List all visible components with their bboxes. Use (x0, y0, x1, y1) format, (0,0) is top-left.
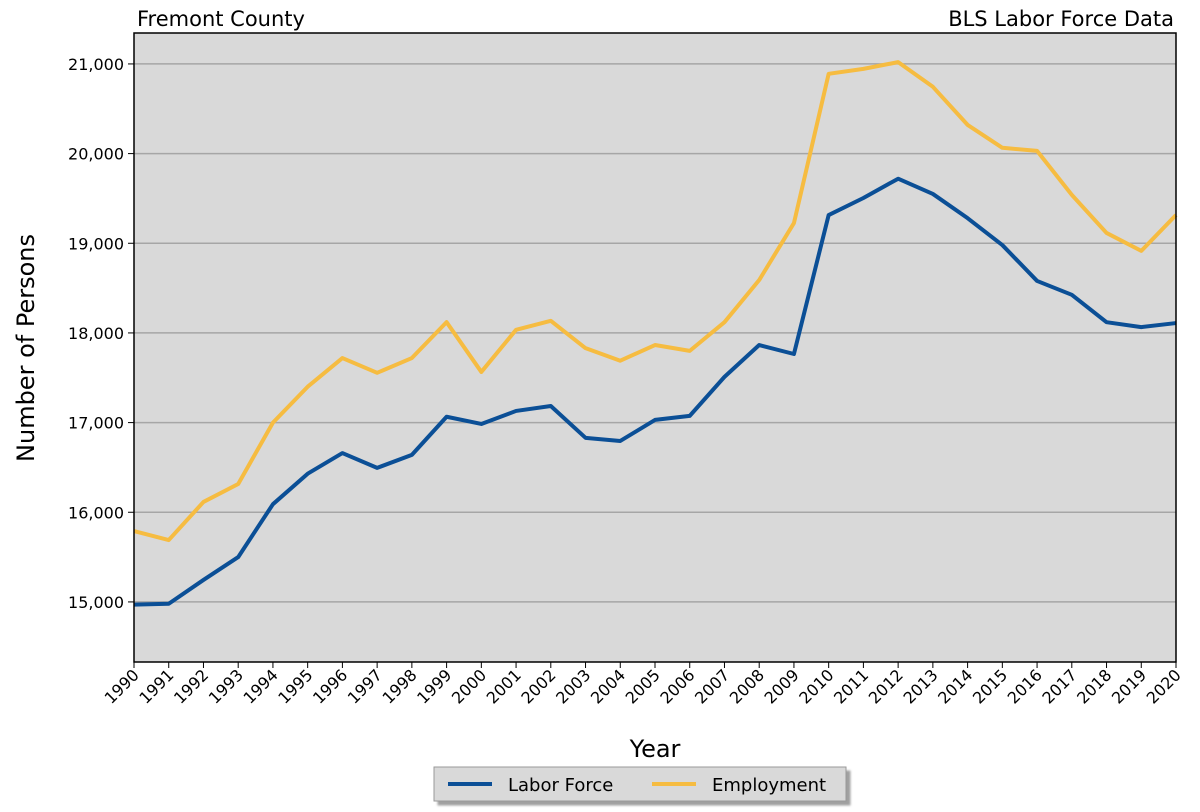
x-tick-label: 2019 (1108, 665, 1150, 707)
series-line (133, 60, 1178, 543)
x-tick-label: 2012 (865, 665, 907, 707)
x-tick-label: 2010 (795, 665, 837, 707)
x-tick-label: 2008 (726, 665, 768, 707)
x-tick-label: 2006 (656, 665, 698, 707)
grid (134, 63, 1176, 603)
x-tick-label: 2000 (448, 665, 490, 707)
x-tick-label: 2005 (622, 665, 664, 707)
x-tick-label: 2007 (691, 665, 733, 707)
y-tick-label: 17,000 (68, 414, 124, 433)
series-line (133, 176, 1177, 607)
y-tick-label: 16,000 (68, 503, 124, 522)
x-tick-label: 1994 (240, 665, 282, 707)
x-tick-label: 2018 (1073, 665, 1115, 707)
y-tick-label: 18,000 (68, 324, 124, 343)
x-tick-label: 2017 (1038, 665, 1080, 707)
x-tick-label: 1996 (309, 665, 351, 707)
legend-label: Labor Force (508, 775, 613, 796)
x-tick-label: 2004 (587, 665, 629, 707)
x-tick-label: 2014 (934, 665, 976, 707)
plot-area (134, 33, 1176, 662)
x-tick-label: 2009 (761, 665, 803, 707)
x-tick-label: 2011 (830, 665, 872, 707)
y-tick-label: 21,000 (68, 55, 124, 74)
legend-label: Employment (712, 775, 826, 796)
x-tick-label: 1990 (101, 665, 143, 707)
legend: Labor Force Employment (448, 775, 826, 796)
y-tick-label: 15,000 (68, 593, 124, 612)
x-tick-label: 1999 (413, 665, 455, 707)
x-tick-label: 1991 (135, 665, 177, 707)
legend-box (433, 766, 847, 802)
x-tick-label: 2015 (969, 665, 1011, 707)
x-tick-label: 1995 (274, 665, 316, 707)
x-tick-label: 1993 (205, 665, 247, 707)
x-tick-label: 2016 (1004, 665, 1046, 707)
x-tick-label: 2003 (552, 665, 594, 707)
x-tick-label: 2002 (517, 665, 559, 707)
lines (133, 60, 1178, 607)
x-tick-label: 1992 (170, 665, 212, 707)
chart-subtitle: BLS Labor Force Data (948, 7, 1174, 31)
y-axis-label: Number of Persons (12, 234, 40, 462)
x-tick-label: 2013 (899, 665, 941, 707)
x-axis-label: Year (629, 735, 681, 763)
y-tick-label: 19,000 (68, 234, 124, 253)
x-tick-label: 1998 (378, 665, 420, 707)
chart-title: Fremont County (137, 7, 305, 31)
x-tick-label: 2020 (1143, 665, 1185, 707)
x-tick-label: 2001 (483, 665, 525, 707)
x-tick-label: 1997 (344, 665, 386, 707)
y-tick-label: 20,000 (68, 145, 124, 164)
